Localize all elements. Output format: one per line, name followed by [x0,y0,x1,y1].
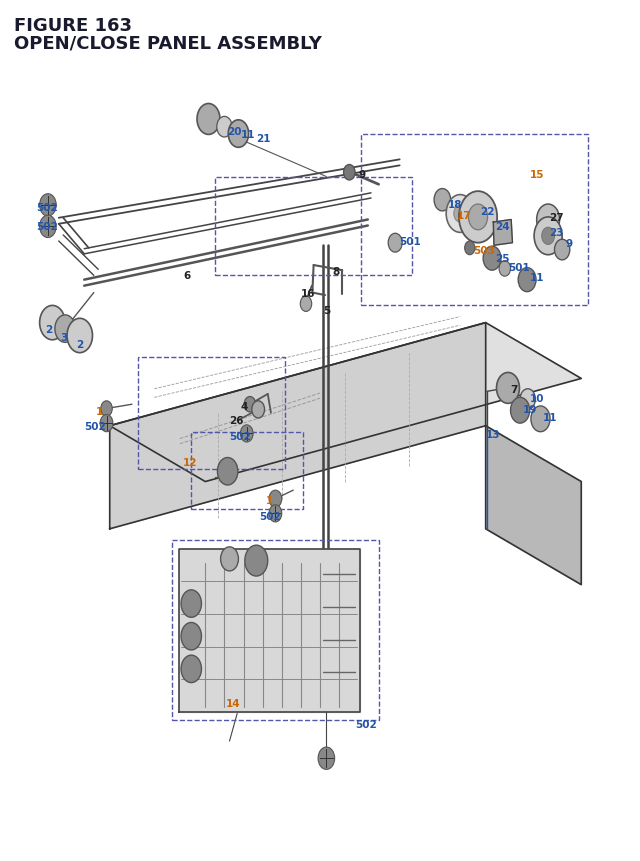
Text: 22: 22 [481,207,495,217]
Circle shape [434,189,451,212]
Circle shape [541,228,554,245]
Text: 23: 23 [549,228,564,238]
Text: 1: 1 [96,406,103,417]
Text: 16: 16 [301,288,316,298]
Text: 4: 4 [241,401,248,412]
Circle shape [40,216,56,238]
Circle shape [245,546,268,576]
Text: 6: 6 [183,271,190,281]
Text: 2: 2 [77,340,84,350]
Text: 9: 9 [358,170,365,180]
Text: 11: 11 [531,273,545,282]
Circle shape [228,121,248,148]
Circle shape [388,234,402,253]
Circle shape [511,398,530,424]
Text: 15: 15 [531,170,545,180]
Circle shape [181,623,202,650]
Polygon shape [179,549,360,712]
Bar [215,177,412,276]
Text: 7: 7 [510,384,517,394]
Circle shape [520,389,536,410]
Text: 502: 502 [355,719,377,729]
Text: 13: 13 [486,430,500,440]
Text: 12: 12 [183,457,198,468]
Circle shape [217,117,232,138]
Text: 1: 1 [266,496,273,506]
Text: 25: 25 [495,254,509,263]
Text: 19: 19 [523,404,537,414]
Polygon shape [109,323,581,482]
Text: 502: 502 [84,421,106,431]
Text: 502: 502 [36,222,58,232]
Circle shape [67,319,93,353]
Text: 11: 11 [543,412,557,423]
Circle shape [40,195,56,217]
Circle shape [454,206,467,223]
Circle shape [468,205,488,231]
Circle shape [244,397,255,412]
Circle shape [181,590,202,617]
Circle shape [181,655,202,683]
Bar [138,357,285,469]
Text: 502: 502 [259,511,281,521]
Circle shape [497,373,520,404]
Text: 11: 11 [241,129,255,139]
Circle shape [300,297,312,312]
Text: 503: 503 [473,245,495,255]
Circle shape [269,491,282,508]
Circle shape [531,406,550,432]
Circle shape [221,548,239,571]
Circle shape [241,425,253,443]
Text: 10: 10 [531,393,545,404]
Circle shape [55,315,76,343]
Circle shape [518,269,536,293]
Text: 501: 501 [399,237,421,247]
Polygon shape [493,220,513,246]
Circle shape [499,262,511,277]
Circle shape [459,192,497,244]
Text: OPEN/CLOSE PANEL ASSEMBLY: OPEN/CLOSE PANEL ASSEMBLY [14,34,322,53]
Polygon shape [486,426,581,585]
Circle shape [269,505,282,523]
Text: 14: 14 [226,698,240,709]
Circle shape [40,306,65,340]
Circle shape [100,415,113,432]
Circle shape [446,195,474,233]
Text: 3: 3 [60,333,67,343]
Text: 502: 502 [36,202,58,213]
Bar [362,134,588,306]
Text: 27: 27 [549,213,564,223]
Circle shape [465,242,475,256]
Text: 501: 501 [508,263,530,272]
Circle shape [218,458,238,486]
Text: 18: 18 [447,200,462,210]
Circle shape [534,218,562,256]
Text: 21: 21 [256,133,271,144]
Circle shape [197,104,220,135]
Text: 502: 502 [230,431,252,442]
Circle shape [344,165,355,181]
Text: 17: 17 [457,211,472,221]
Bar [172,541,380,721]
Circle shape [483,247,501,271]
Text: 20: 20 [228,127,242,137]
Circle shape [554,240,570,261]
Text: 5: 5 [323,306,330,315]
Text: 8: 8 [333,267,340,276]
Text: 24: 24 [495,222,510,232]
Text: 26: 26 [230,415,244,425]
Circle shape [537,205,559,236]
Text: FIGURE 163: FIGURE 163 [14,17,132,35]
Polygon shape [109,323,486,530]
Text: 2: 2 [45,325,52,334]
Circle shape [100,401,112,417]
Bar [191,432,303,510]
Circle shape [318,747,335,770]
Circle shape [252,401,264,418]
Text: 9: 9 [565,238,572,249]
